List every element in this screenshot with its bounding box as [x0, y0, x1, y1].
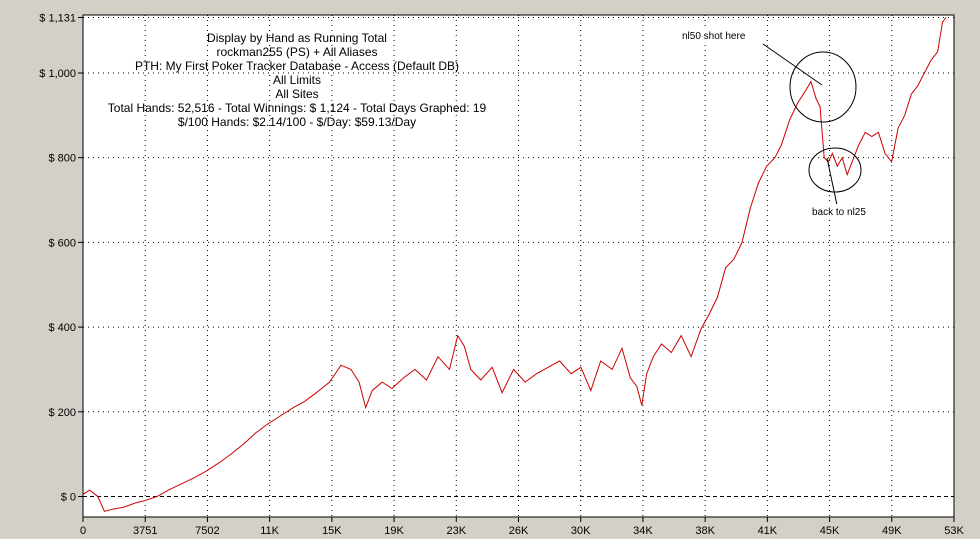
- x-tick-label: 19K: [384, 525, 404, 537]
- chart-header: Display by Hand as Running Total rockman…: [108, 31, 487, 129]
- annotation-pointer-back: [826, 157, 838, 206]
- running-total-line: [82, 17, 947, 512]
- header-line-2: rockman255 (PS) + All Aliases: [216, 45, 377, 59]
- x-axis: 0 3751 7502 11K 15K 19K 23K 26K 30K 34K 38K 41K 45K 4…: [80, 517, 964, 537]
- x-tick-label: 45K: [820, 525, 840, 537]
- header-line-6: Total Hands: 52,516 - Total Winnings: $ …: [108, 101, 487, 115]
- y-axis: $ 0 $ 200 $ 400 $ 600 $ 800 $ 1,000 $ 1,131: [39, 13, 83, 504]
- header-line-3: PTH: My First Poker Tracker Database - A…: [135, 59, 459, 73]
- x-tick-label: 0: [80, 525, 86, 537]
- header-line-7: $/100 Hands: $2.14/100 - $/Day: $59.13/D…: [178, 115, 416, 129]
- annotation-circle-back: [808, 147, 862, 193]
- x-tick-label: 23K: [446, 525, 466, 537]
- y-tick-label: $ 400: [48, 322, 76, 334]
- header-line-5: All Sites: [275, 87, 318, 101]
- grid: [83, 15, 954, 517]
- x-tick-label: 38K: [695, 525, 715, 537]
- x-tick-label: 11K: [260, 525, 279, 537]
- annotation-box-back: [808, 204, 876, 220]
- annotation-shot: nl50 shot here: [677, 28, 857, 123]
- y-tick-label: $ 600: [48, 237, 76, 249]
- annotation-back: back to nl25: [808, 147, 876, 220]
- header-line-1: Display by Hand as Running Total: [207, 31, 387, 45]
- y-tick-label: $ 200: [48, 407, 76, 419]
- y-tick-label: $ 1,131: [39, 13, 76, 25]
- annotation-text-shot: nl50 shot here: [682, 31, 746, 42]
- x-tick-label: 53K: [944, 525, 964, 537]
- x-tick-label: 3751: [133, 525, 157, 537]
- header-line-4: All Limits: [273, 73, 321, 87]
- annotation-text-back: back to nl25: [812, 207, 866, 218]
- x-tick-label: 34K: [633, 525, 653, 537]
- x-tick-label: 30K: [571, 525, 591, 537]
- annotation-box-shot: [677, 28, 763, 44]
- x-tick-label: 7502: [195, 525, 219, 537]
- x-tick-label: 41K: [758, 525, 778, 537]
- y-tick-label: $ 1,000: [39, 68, 76, 80]
- annotation-circle-shot: [789, 51, 857, 123]
- x-tick-label: 26K: [509, 525, 529, 537]
- x-tick-label: 15K: [322, 525, 342, 537]
- y-tick-label: $ 0: [61, 492, 76, 504]
- annotation-pointer-shot: [762, 43, 823, 86]
- y-tick-label: $ 800: [48, 153, 76, 165]
- x-tick-label: 49K: [882, 525, 902, 537]
